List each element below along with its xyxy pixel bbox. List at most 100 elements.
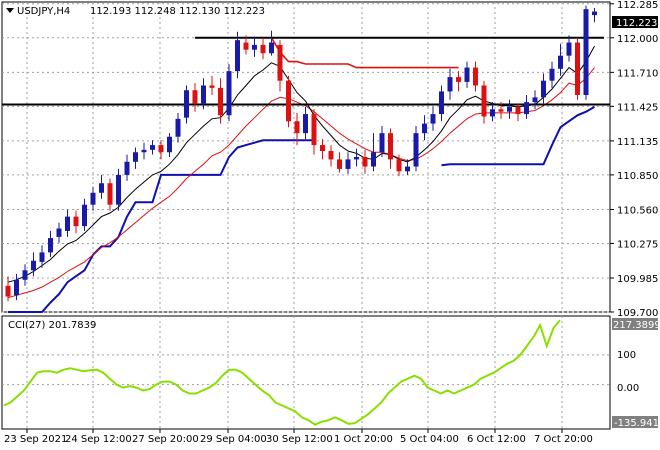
candle-body[interactable]	[490, 109, 495, 117]
candle-body[interactable]	[99, 183, 104, 193]
candle-body[interactable]	[379, 133, 385, 153]
candle-body[interactable]	[515, 106, 521, 115]
candle-body[interactable]	[422, 123, 427, 134]
candle-body[interactable]	[303, 114, 308, 134]
support-line-low	[441, 106, 595, 167]
candle-body[interactable]	[439, 91, 444, 115]
time-label: 29 Sep 04:00	[200, 434, 267, 445]
candle-body[interactable]	[566, 42, 572, 56]
candle-body[interactable]	[209, 85, 215, 88]
candle-body[interactable]	[5, 285, 11, 297]
candle-body[interactable]	[507, 106, 512, 112]
main-panel-frame	[1, 1, 611, 313]
time-label: 1 Oct 20:00	[334, 434, 393, 445]
candle-body[interactable]	[218, 87, 223, 116]
price-tick-label: 112.000	[617, 34, 658, 45]
candle-body[interactable]	[473, 67, 478, 86]
candle-body[interactable]	[226, 71, 232, 116]
candle-body[interactable]	[464, 67, 470, 82]
symbol-label: USDJPY,H4	[17, 6, 70, 17]
candle-body[interactable]	[575, 42, 580, 95]
collapse-triangle-icon[interactable]	[6, 8, 14, 13]
candle-body[interactable]	[65, 216, 70, 231]
time-label: 30 Sep 12:00	[266, 434, 333, 445]
candle-body[interactable]	[583, 9, 589, 95]
candle-body[interactable]	[192, 90, 198, 104]
candle-body[interactable]	[592, 11, 597, 16]
candle-body[interactable]	[107, 183, 113, 205]
candle-body[interactable]	[31, 260, 36, 271]
candle-body[interactable]	[320, 145, 325, 152]
candle-body[interactable]	[541, 80, 546, 98]
candle-body[interactable]	[388, 133, 393, 160]
candle-body[interactable]	[481, 85, 487, 117]
time-label: 24 Sep 12:00	[65, 434, 132, 445]
candle-body[interactable]	[82, 204, 87, 227]
cci-min-badge	[612, 416, 658, 428]
candle-body[interactable]	[311, 114, 317, 146]
resistance-line-high	[270, 37, 459, 69]
candle-body[interactable]	[456, 77, 461, 82]
candle-body[interactable]	[354, 157, 359, 160]
candle-body[interactable]	[56, 228, 62, 237]
cci-line	[3, 319, 561, 426]
time-label: 23 Sep 2021	[4, 434, 67, 445]
cci-min-value: -135.941	[614, 418, 659, 429]
price-tick-label: 111.425	[617, 102, 658, 113]
cci-label: CCI(27) 201.7839	[8, 320, 96, 331]
candle-body[interactable]	[175, 118, 181, 137]
price-tick-label: 110.560	[617, 205, 658, 216]
candle-body[interactable]	[337, 159, 342, 169]
candle-body[interactable]	[260, 44, 266, 54]
candle-body[interactable]	[14, 279, 19, 296]
candle-body[interactable]	[158, 145, 164, 153]
candle-body[interactable]	[22, 270, 28, 280]
candle-body[interactable]	[558, 55, 563, 69]
price-tick-label: 109.700	[617, 308, 658, 319]
candle-body[interactable]	[201, 85, 206, 104]
candle-body[interactable]	[328, 151, 334, 160]
candles[interactable]	[5, 5, 598, 302]
price-axis: 109.700 109.985 110.275 110.560 110.850 111.1…	[610, 0, 658, 319]
candle-body[interactable]	[345, 159, 351, 169]
candle-body[interactable]	[286, 80, 291, 122]
candle-body[interactable]	[362, 157, 368, 167]
candle-body[interactable]	[90, 192, 96, 205]
candle-body[interactable]	[39, 252, 45, 262]
candle-body[interactable]	[532, 97, 538, 103]
candle-body[interactable]	[396, 159, 402, 172]
current-price-badge	[612, 16, 658, 28]
candle-body[interactable]	[294, 121, 300, 134]
price-tick-label: 110.275	[617, 239, 658, 250]
candle-body[interactable]	[524, 102, 529, 115]
candle-body[interactable]	[124, 161, 130, 175]
candle-body[interactable]	[447, 77, 453, 92]
price-tick-label: 111.710	[617, 68, 658, 79]
price-tick-label: 111.135	[617, 137, 658, 148]
candle-body[interactable]	[48, 238, 53, 253]
time-label: 27 Sep 20:00	[132, 434, 199, 445]
candle-body[interactable]	[133, 152, 138, 162]
candle-body[interactable]	[498, 109, 504, 112]
candle-body[interactable]	[371, 152, 376, 167]
candle-body[interactable]	[277, 44, 283, 81]
candle-body[interactable]	[243, 42, 249, 50]
candle-body[interactable]	[150, 145, 155, 150]
support-line-low	[8, 139, 314, 313]
candle-body[interactable]	[141, 149, 147, 153]
candle-body[interactable]	[252, 44, 257, 50]
candle-body[interactable]	[184, 90, 189, 118]
main-grid	[2, 2, 610, 313]
candle-body[interactable]	[430, 114, 436, 124]
candle-body[interactable]	[235, 40, 240, 72]
candle-body[interactable]	[116, 174, 121, 205]
time-label: 5 Oct 04:00	[400, 434, 459, 445]
cci-current-badge	[612, 318, 658, 330]
candle-body[interactable]	[413, 133, 419, 167]
candle-body[interactable]	[549, 68, 555, 81]
candle-body[interactable]	[73, 216, 79, 227]
candle-body[interactable]	[167, 136, 172, 153]
candle-body[interactable]	[405, 166, 410, 172]
candle-body[interactable]	[269, 42, 274, 54]
